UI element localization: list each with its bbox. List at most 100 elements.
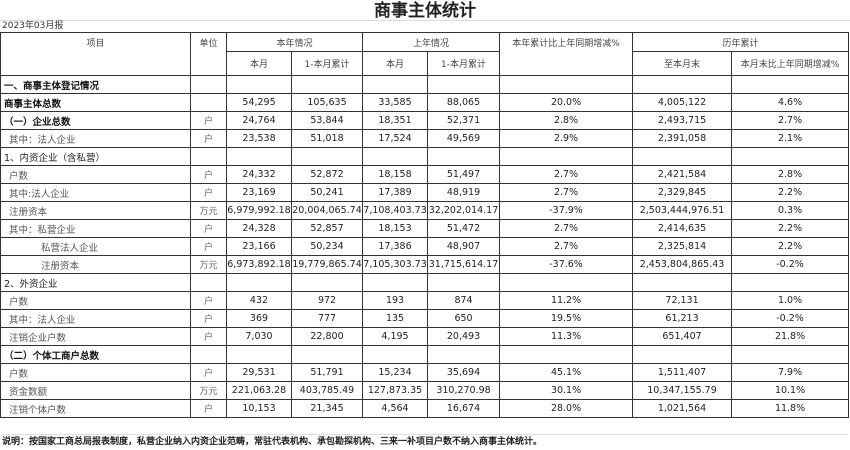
row-unit: 户 <box>190 309 227 328</box>
row-item-label: 其中：私营企业 <box>0 219 191 238</box>
header-month: 本月 <box>226 51 292 76</box>
row-value: 20.0% <box>499 93 634 112</box>
row-value: 50,241 <box>290 183 364 202</box>
row-item-label: 注册资本 <box>0 201 191 220</box>
row-value: 11.3% <box>499 327 634 346</box>
row-unit: 户 <box>190 363 227 382</box>
row-value: 18,153 <box>362 219 429 238</box>
row-unit <box>190 273 227 292</box>
row-value <box>226 147 292 166</box>
row-value: 127,873.35 <box>362 381 429 400</box>
row-unit: 户 <box>190 165 227 184</box>
row-value: 2.9% <box>499 129 634 148</box>
row-value: 2.7% <box>499 237 634 256</box>
row-value <box>290 345 364 364</box>
row-value: 21.8% <box>731 327 850 346</box>
row-value: 2,421,584 <box>632 165 733 184</box>
row-value <box>632 345 733 364</box>
header-item: 项目 <box>0 32 191 76</box>
row-value: 2.7% <box>499 165 634 184</box>
row-value: 6,979,992.18 <box>226 201 292 220</box>
row-value: 24,332 <box>226 165 292 184</box>
row-item-label: 户数 <box>0 291 191 310</box>
row-value: 33,585 <box>362 93 429 112</box>
table-row: 私营法人企业户 23,166 50,234 17,386 48,907 2.7% 2,325… <box>0 237 850 256</box>
row-value: 17,386 <box>362 237 429 256</box>
header-month-end-yoy: 本月末比上年同期增减% <box>731 51 850 76</box>
row-value: 51,497 <box>427 165 501 184</box>
row-item-label: 1、内资企业（含私营） <box>0 147 191 166</box>
page-title: 商事主体统计 <box>0 0 850 21</box>
row-value: 18,351 <box>362 111 429 130</box>
row-value: 52,857 <box>290 219 364 238</box>
row-value: 7,105,303.73 <box>362 255 429 274</box>
table-row: 其中：私营企业户 24,328 52,857 18,153 51,472 2.7% 2,41… <box>0 219 850 238</box>
row-value: 11.2% <box>499 291 634 310</box>
row-value: 49,569 <box>427 129 501 148</box>
row-value: 4.6% <box>731 93 850 112</box>
row-value <box>499 273 634 292</box>
row-value: 1,511,407 <box>632 363 733 382</box>
row-unit: 户 <box>190 129 227 148</box>
row-value: 2.2% <box>731 237 850 256</box>
table-row: 注销个体户数户 10,153 21,345 4,564 16,674 28.0% 1,021… <box>0 399 850 418</box>
row-value: 135 <box>362 309 429 328</box>
row-value: 31,715,614.17 <box>427 255 501 274</box>
row-value: 1.0% <box>731 291 850 310</box>
row-unit <box>190 93 227 112</box>
row-value <box>290 75 364 94</box>
row-value: 2.7% <box>499 219 634 238</box>
row-item-label: 注册资本 <box>0 255 191 274</box>
table-row: 资金数额 万元 221,063.28 403,785.49 127,873.35 310,… <box>0 381 850 400</box>
row-value: 2.1% <box>731 129 850 148</box>
row-value: 2,414,635 <box>632 219 733 238</box>
table-row: 一、商事主体登记情况 <box>0 75 850 94</box>
row-value: 35,694 <box>427 363 501 382</box>
row-item-label: （一）企业总数 <box>0 111 191 130</box>
row-item-label: 其中：法人企业 <box>0 309 191 328</box>
table-body: 一、商事主体登记情况 商事主体总数 54,295 105,635 33,585 88,06… <box>0 75 850 418</box>
report-date: 2023年03月报 <box>2 21 64 31</box>
table-row: 商事主体总数 54,295 105,635 33,585 88,065 20.0% 4,00… <box>0 93 850 112</box>
row-value: 2,329,845 <box>632 183 733 202</box>
row-item-label: （二）个体工商户总数 <box>0 345 191 364</box>
row-value <box>362 147 429 166</box>
table-row: 户数户 432 972 193 874 11.2% 72,131 1.0% <box>0 291 850 310</box>
row-value: 651,407 <box>632 327 733 346</box>
row-value: 54,295 <box>226 93 292 112</box>
row-value: 10.1% <box>731 381 850 400</box>
row-value <box>226 75 292 94</box>
row-value: -0.2% <box>731 255 850 274</box>
row-value: 51,472 <box>427 219 501 238</box>
row-unit: 户 <box>190 399 227 418</box>
row-value: 29,531 <box>226 363 292 382</box>
row-unit <box>190 345 227 364</box>
row-value <box>731 147 850 166</box>
row-value: 4,564 <box>362 399 429 418</box>
row-value <box>499 147 634 166</box>
row-value: 2.8% <box>731 165 850 184</box>
row-value: 18,158 <box>362 165 429 184</box>
row-value: 51,791 <box>290 363 364 382</box>
row-item-label: 户数 <box>0 165 191 184</box>
row-value <box>290 273 364 292</box>
row-value: 24,764 <box>226 111 292 130</box>
row-value <box>731 345 850 364</box>
row-unit: 万元 <box>190 255 227 274</box>
row-value: 2.2% <box>731 183 850 202</box>
row-value: 48,919 <box>427 183 501 202</box>
header-cumulative: 1-本月累计 <box>290 51 364 76</box>
row-value <box>632 273 733 292</box>
header-row-2: 本月 1-本月累计 本月 1-本月累计 至本月末 本月末比上年同期增减% <box>1 51 850 76</box>
row-value: 2,325,814 <box>632 237 733 256</box>
row-item-label: 资金数额 <box>0 381 191 400</box>
row-value: 11.8% <box>731 399 850 418</box>
header-to-month-end: 至本月末 <box>632 51 733 76</box>
row-value: 2.7% <box>731 111 850 130</box>
row-value: 310,270.98 <box>427 381 501 400</box>
row-item-label: 注销个体户数 <box>0 399 191 418</box>
row-value: 1,021,564 <box>632 399 733 418</box>
header-unit: 单位 <box>190 32 227 76</box>
row-value: 51,018 <box>290 129 364 148</box>
table-row: 注销企业户数户 7,030 22,800 4,195 20,493 11.3% 651,40… <box>0 327 850 346</box>
